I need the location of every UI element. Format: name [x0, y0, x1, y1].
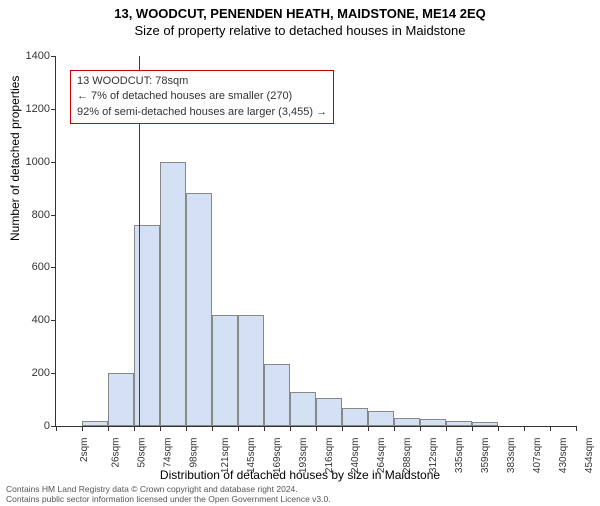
histogram-bar: [160, 162, 186, 426]
copyright-footer: Contains HM Land Registry data © Crown c…: [6, 484, 331, 504]
y-tick-mark: [51, 162, 56, 163]
histogram-bar: [446, 421, 472, 426]
histogram-bar: [290, 392, 316, 426]
x-tick-mark: [186, 426, 187, 431]
histogram-bar: [108, 373, 134, 426]
y-tick-mark: [51, 215, 56, 216]
y-tick-label: 1200: [10, 103, 50, 115]
histogram-bar: [420, 419, 446, 426]
x-tick-mark: [524, 426, 525, 431]
footer-line1: Contains HM Land Registry data © Crown c…: [6, 484, 331, 494]
page-subtitle: Size of property relative to detached ho…: [0, 23, 600, 38]
histogram-bar: [82, 421, 108, 426]
x-tick-mark: [290, 426, 291, 431]
annotation-line2: ← 7% of detached houses are smaller (270…: [77, 89, 327, 104]
x-tick-mark: [368, 426, 369, 431]
x-tick-mark: [420, 426, 421, 431]
x-tick-mark: [576, 426, 577, 431]
x-tick-mark: [238, 426, 239, 431]
histogram-bar: [342, 408, 368, 427]
chart-area: 02004006008001000120014002sqm26sqm50sqm7…: [55, 56, 575, 426]
y-tick-mark: [51, 267, 56, 268]
y-tick-label: 0: [10, 420, 50, 432]
histogram-bar: [134, 225, 160, 426]
y-tick-label: 200: [10, 367, 50, 379]
annotation-line1: 13 WOODCUT: 78sqm: [77, 74, 327, 89]
x-tick-mark: [160, 426, 161, 431]
y-tick-mark: [51, 373, 56, 374]
histogram-bar: [368, 411, 394, 426]
x-tick-mark: [212, 426, 213, 431]
x-tick-mark: [108, 426, 109, 431]
y-tick-label: 600: [10, 261, 50, 273]
y-tick-mark: [51, 109, 56, 110]
annotation-box: 13 WOODCUT: 78sqm← 7% of detached houses…: [70, 70, 334, 124]
histogram-bar: [264, 364, 290, 426]
x-tick-mark: [56, 426, 57, 431]
x-tick-mark: [394, 426, 395, 431]
y-tick-label: 400: [10, 314, 50, 326]
x-tick-label: 98sqm: [189, 438, 200, 468]
x-tick-mark: [134, 426, 135, 431]
x-tick-mark: [316, 426, 317, 431]
histogram-bar: [316, 398, 342, 426]
annotation-line3: 92% of semi-detached houses are larger (…: [77, 105, 327, 120]
histogram-bar: [238, 315, 264, 426]
y-tick-label: 1000: [10, 156, 50, 168]
plot-area: 02004006008001000120014002sqm26sqm50sqm7…: [55, 56, 576, 427]
histogram-bar: [212, 315, 238, 426]
x-tick-mark: [550, 426, 551, 431]
histogram-bar: [394, 418, 420, 426]
x-axis-label: Distribution of detached houses by size …: [0, 468, 600, 482]
x-tick-mark: [498, 426, 499, 431]
y-tick-label: 800: [10, 209, 50, 221]
x-tick-mark: [472, 426, 473, 431]
x-tick-mark: [82, 426, 83, 431]
y-tick-mark: [51, 320, 56, 321]
y-tick-mark: [51, 56, 56, 57]
x-tick-mark: [264, 426, 265, 431]
x-tick-label: 74sqm: [163, 438, 174, 468]
x-tick-label: 50sqm: [137, 438, 148, 468]
x-tick-mark: [342, 426, 343, 431]
histogram-bar: [186, 193, 212, 426]
x-tick-label: 26sqm: [111, 438, 122, 468]
page-title-address: 13, WOODCUT, PENENDEN HEATH, MAIDSTONE, …: [0, 6, 600, 21]
x-tick-label: 2sqm: [79, 438, 90, 462]
x-tick-mark: [446, 426, 447, 431]
footer-line2: Contains public sector information licen…: [6, 494, 331, 504]
y-tick-label: 1400: [10, 50, 50, 62]
histogram-bar: [472, 422, 498, 426]
